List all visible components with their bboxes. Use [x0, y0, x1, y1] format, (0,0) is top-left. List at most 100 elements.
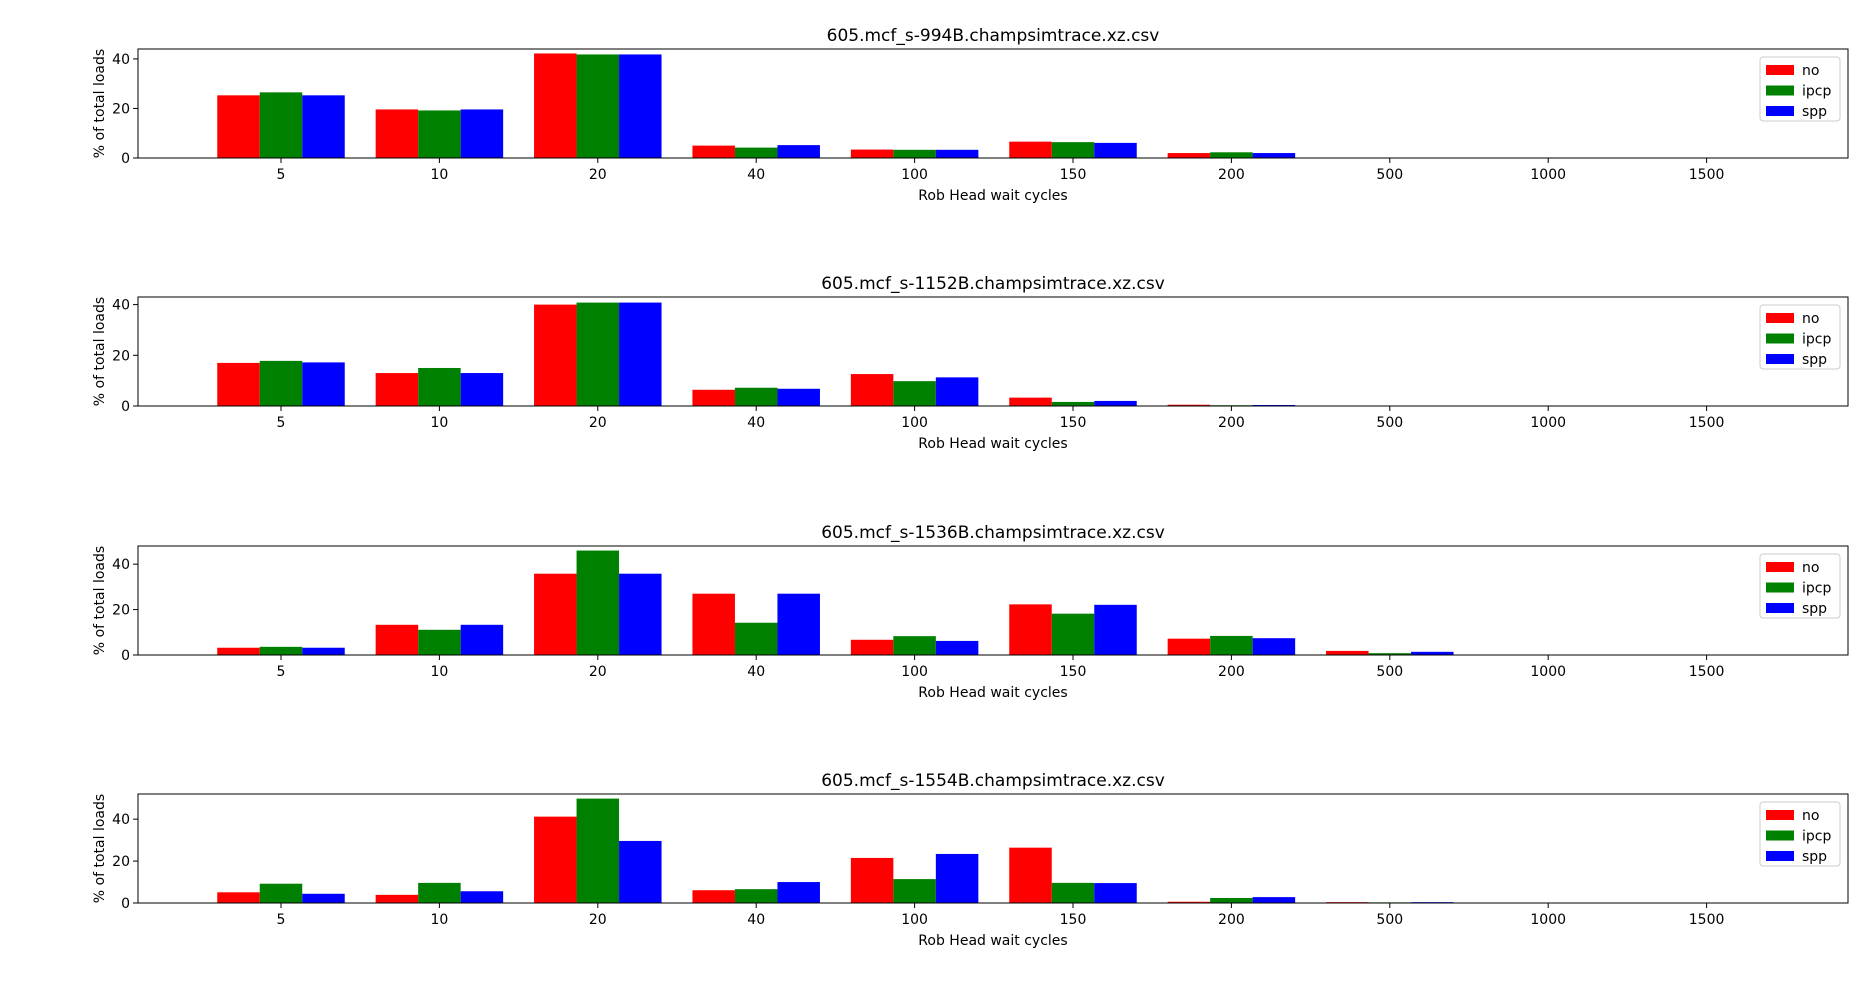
chart-title: 605.mcf_s-1536B.champsimtrace.xz.csv [821, 523, 1165, 543]
bar-ipcp-500 [1368, 653, 1412, 655]
bar-spp-150 [1094, 604, 1137, 655]
legend-swatch-spp [1766, 603, 1794, 613]
x-tick-label: 10 [430, 912, 448, 928]
legend-label-spp: spp [1802, 601, 1827, 617]
bar-no-20 [534, 573, 577, 655]
x-tick-label: 40 [747, 415, 765, 431]
bar-ipcp-100 [893, 149, 936, 158]
bar-spp-20 [619, 54, 662, 159]
bar-spp-20 [619, 573, 662, 655]
legend-swatch-spp [1766, 851, 1794, 861]
x-tick-label: 5 [277, 664, 286, 680]
x-tick-label: 200 [1218, 664, 1245, 680]
y-tick-label: 40 [112, 557, 130, 573]
bar-spp-500 [1411, 651, 1454, 655]
chart-title: 605.mcf_s-1554B.champsimtrace.xz.csv [821, 771, 1165, 791]
legend-label-ipcp: ipcp [1802, 829, 1831, 845]
bar-ipcp-200 [1210, 897, 1253, 903]
bar-ipcp-20 [576, 550, 620, 655]
legend-swatch-no [1766, 313, 1794, 323]
bar-spp-150 [1094, 400, 1137, 406]
bar-ipcp-200 [1210, 635, 1253, 655]
bar-no-5 [217, 95, 260, 158]
bar-no-40 [692, 593, 735, 655]
bar-ipcp-150 [1051, 613, 1095, 655]
plot-frame [137, 48, 1849, 159]
y-tick-label: 0 [121, 399, 130, 415]
x-tick-label: 40 [747, 167, 765, 183]
x-tick-label: 200 [1218, 912, 1245, 928]
bar-spp-10 [460, 109, 504, 158]
legend-swatch-ipcp [1766, 333, 1794, 344]
x-axis-label: Rob Head wait cycles [918, 188, 1067, 204]
legend-label-no: no [1802, 63, 1819, 79]
bar-no-150 [1009, 397, 1052, 406]
x-tick-label: 100 [901, 167, 928, 183]
bar-no-10 [375, 109, 419, 158]
bar-no-5 [217, 892, 260, 903]
x-tick-label: 100 [901, 912, 928, 928]
bar-spp-20 [619, 840, 662, 903]
y-axis-label: % of total loads [92, 297, 108, 406]
legend-swatch-ipcp [1766, 582, 1794, 593]
x-tick-label: 1000 [1530, 167, 1566, 183]
bar-spp-40 [777, 388, 820, 406]
legend-swatch-ipcp [1766, 830, 1794, 841]
x-tick-label: 20 [589, 664, 607, 680]
x-tick-label: 150 [1060, 167, 1087, 183]
bar-ipcp-100 [893, 879, 936, 903]
y-tick-label: 40 [112, 52, 130, 68]
legend-label-no: no [1802, 808, 1819, 824]
legend-label-spp: spp [1802, 352, 1827, 368]
bar-no-200 [1167, 901, 1211, 903]
legend-label-ipcp: ipcp [1802, 84, 1831, 100]
bar-spp-40 [777, 882, 820, 903]
legend: no ipcp spp [1759, 56, 1841, 122]
bar-spp-5 [302, 362, 345, 406]
bar-spp-200 [1252, 897, 1296, 903]
bar-ipcp-40 [734, 889, 778, 903]
x-tick-label: 500 [1376, 167, 1403, 183]
legend-label-ipcp: ipcp [1802, 332, 1831, 348]
chart-title: 605.mcf_s-994B.champsimtrace.xz.csv [827, 26, 1160, 46]
bar-spp-10 [460, 891, 504, 903]
bar-spp-10 [460, 624, 504, 655]
bar-spp-100 [935, 377, 979, 406]
x-axis-label: Rob Head wait cycles [918, 436, 1067, 452]
bar-no-150 [1009, 141, 1052, 158]
x-tick-label: 100 [901, 415, 928, 431]
subplot-3: 0 20 40 5 10 20 40 100 150 200 500 1000 1500 605.mcf_… [92, 523, 1849, 701]
y-axis-label: % of total loads [92, 546, 108, 655]
bar-spp-5 [302, 647, 345, 655]
bar-spp-100 [935, 149, 979, 158]
x-tick-label: 500 [1376, 912, 1403, 928]
bar-no-10 [375, 624, 419, 655]
legend-label-no: no [1802, 311, 1819, 327]
bar-ipcp-40 [734, 622, 778, 655]
bar-no-100 [850, 149, 894, 158]
x-tick-label: 10 [430, 167, 448, 183]
bar-spp-40 [777, 593, 820, 655]
x-tick-label: 5 [277, 415, 286, 431]
bar-ipcp-40 [734, 387, 778, 406]
bar-no-150 [1009, 847, 1052, 903]
y-tick-label: 20 [112, 603, 130, 619]
bar-spp-20 [619, 302, 662, 406]
bar-ipcp-20 [576, 54, 620, 159]
x-tick-label: 1500 [1689, 912, 1725, 928]
bar-ipcp-20 [576, 302, 620, 406]
bar-spp-100 [935, 640, 979, 655]
bar-spp-200 [1252, 404, 1296, 406]
x-tick-label: 500 [1376, 664, 1403, 680]
legend-label-spp: spp [1802, 104, 1827, 120]
subplot-1: 0 20 40 5 10 20 40 100 150 200 500 1000 1500 605.mcf_… [92, 26, 1849, 204]
legend-label-spp: spp [1802, 849, 1827, 865]
x-tick-label: 5 [277, 167, 286, 183]
legend: no ipcp spp [1759, 553, 1841, 619]
bar-no-200 [1167, 638, 1211, 655]
bar-no-100 [850, 639, 894, 655]
bar-ipcp-150 [1051, 142, 1095, 158]
bar-spp-40 [777, 145, 820, 158]
bar-ipcp-40 [734, 147, 778, 158]
